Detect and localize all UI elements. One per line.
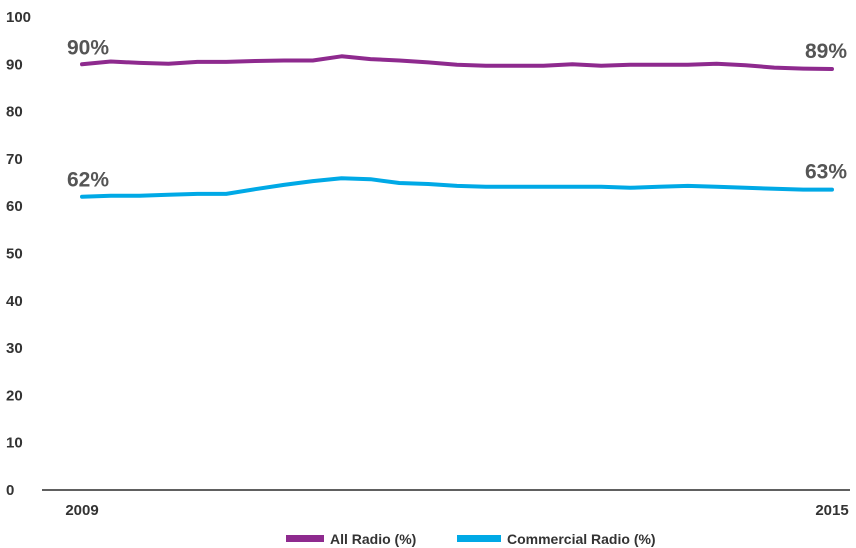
data-label-start: 62%	[67, 169, 109, 192]
legend-label: All Radio (%)	[330, 531, 416, 547]
series-group	[80, 54, 834, 199]
x-tick-label: 2015	[815, 502, 848, 519]
y-tick-label: 40	[6, 293, 23, 310]
y-tick-label: 70	[6, 151, 23, 168]
data-labels: 90% 89% 62% 63%	[67, 36, 847, 191]
y-tick-label: 20	[6, 387, 23, 404]
y-tick-label: 0	[6, 482, 14, 499]
series-line-all-radio	[80, 54, 834, 71]
data-label-end: 63%	[805, 161, 847, 184]
y-tick-label: 100	[6, 9, 31, 26]
data-label-end: 89%	[805, 40, 847, 63]
legend-label: Commercial Radio (%)	[507, 531, 656, 547]
y-tick-label: 90	[6, 56, 23, 73]
y-tick-label: 10	[6, 435, 23, 452]
data-label-start: 90%	[67, 36, 109, 59]
legend-swatch	[286, 535, 324, 542]
x-axis-tick-labels: 2009 2015	[65, 502, 848, 519]
legend-swatch	[457, 535, 501, 542]
series-line-commercial-radio	[80, 176, 834, 199]
y-tick-label: 30	[6, 340, 23, 357]
y-tick-label: 80	[6, 104, 23, 121]
y-axis-tick-labels: 0 10 20 30 40 50 60 70 80 90 100	[6, 9, 31, 499]
x-tick-label: 2009	[65, 502, 98, 519]
legend: All Radio (%) Commercial Radio (%)	[286, 531, 656, 547]
y-tick-label: 50	[6, 246, 23, 263]
y-tick-label: 60	[6, 198, 23, 215]
